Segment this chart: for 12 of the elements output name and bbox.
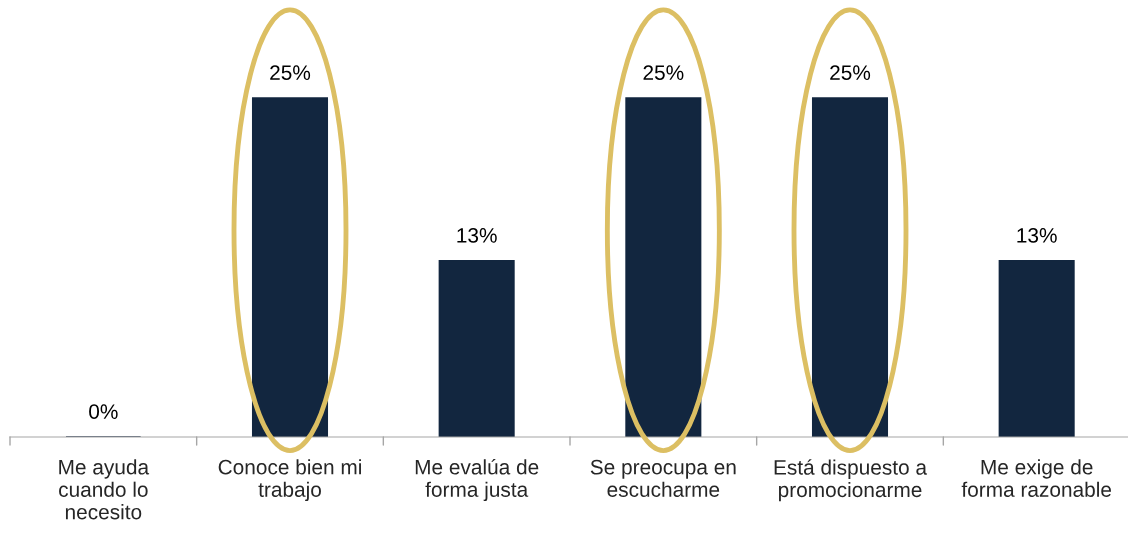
x-tick-label: Me exige de forma razonable — [961, 459, 1112, 497]
data-label: 13% — [457, 227, 497, 243]
x-tick-label: Me evalúa de forma justa — [415, 458, 539, 502]
data-label: 25% — [643, 65, 684, 80]
data-label: 13% — [1017, 227, 1057, 243]
x-tick-label: Me ayuda cuando lo necesito — [59, 459, 150, 520]
data-label: 0% — [89, 404, 118, 419]
x-tick-label: Conoce bien mi trabajo — [218, 459, 361, 502]
x-tick-label: Se preocupa en escucharme — [590, 459, 736, 497]
data-label: 25% — [830, 65, 871, 80]
data-label: 25% — [270, 65, 311, 80]
x-tick-label: Está dispuesto a promocionarme — [774, 459, 928, 502]
